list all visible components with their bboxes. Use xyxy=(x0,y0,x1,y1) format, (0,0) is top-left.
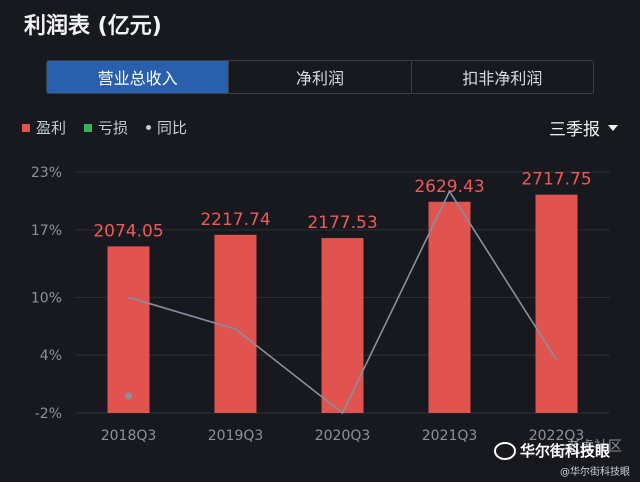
legend-loss: 亏损 xyxy=(84,117,128,138)
bar-value-label: 2629.43 xyxy=(414,177,484,197)
legend-profit: 盈利 xyxy=(22,117,66,138)
y-tick-label: 4% xyxy=(40,348,62,364)
yoy-marker xyxy=(125,392,132,400)
x-tick-label: 2022Q3 xyxy=(529,428,585,444)
bar-value-label: 2717.75 xyxy=(521,170,591,190)
x-tick-label: 2018Q3 xyxy=(101,428,157,444)
tab-net-profit[interactable]: 净利润 xyxy=(228,61,410,93)
period-selector[interactable]: 三季报 xyxy=(549,115,618,140)
watermark-main: 华尔街科技眼 xyxy=(520,442,611,460)
yoy-dot-icon xyxy=(146,125,152,130)
bar xyxy=(535,194,578,413)
period-selector-label: 三季报 xyxy=(549,120,600,140)
chart-legend: 盈利 亏损 同比 xyxy=(22,117,187,138)
bar xyxy=(321,238,364,413)
profit-swatch-icon xyxy=(22,123,30,132)
watermark-corner: 老虎社区 xyxy=(566,439,622,455)
tab-revenue[interactable]: 营业总收入 xyxy=(47,61,229,93)
bar xyxy=(214,234,257,413)
page-title: 利润表 (亿元) xyxy=(24,14,162,39)
bar xyxy=(107,246,150,413)
x-tick-label: 2019Q3 xyxy=(208,428,264,444)
wechat-icon xyxy=(494,441,516,460)
bar-value-label: 2074.05 xyxy=(93,221,163,241)
x-tick-label: 2021Q3 xyxy=(422,428,478,444)
y-tick-label: 17% xyxy=(31,223,62,239)
y-tick-label: 10% xyxy=(31,290,62,306)
bar-value-label: 2177.53 xyxy=(307,213,377,233)
metric-tabs: 营业总收入 净利润 扣非净利润 xyxy=(46,60,594,94)
legend-yoy: 同比 xyxy=(146,117,187,138)
tab-adjusted-net-profit[interactable]: 扣非净利润 xyxy=(410,61,593,93)
yoy-line xyxy=(128,189,558,415)
legend-profit-label: 盈利 xyxy=(36,119,67,137)
x-tick-label: 2020Q3 xyxy=(315,428,371,444)
y-tick-label: -2% xyxy=(35,406,62,422)
legend-loss-label: 亏损 xyxy=(98,119,129,137)
bar-value-label: 2217.74 xyxy=(200,210,270,230)
bar xyxy=(428,201,471,413)
caret-down-icon xyxy=(608,124,618,131)
y-tick-label: 23% xyxy=(31,165,62,181)
watermark: 华尔街科技眼 xyxy=(494,440,610,461)
watermark-sub: @华尔街科技眼 xyxy=(560,467,630,478)
loss-swatch-icon xyxy=(84,123,93,132)
legend-yoy-label: 同比 xyxy=(157,119,188,137)
